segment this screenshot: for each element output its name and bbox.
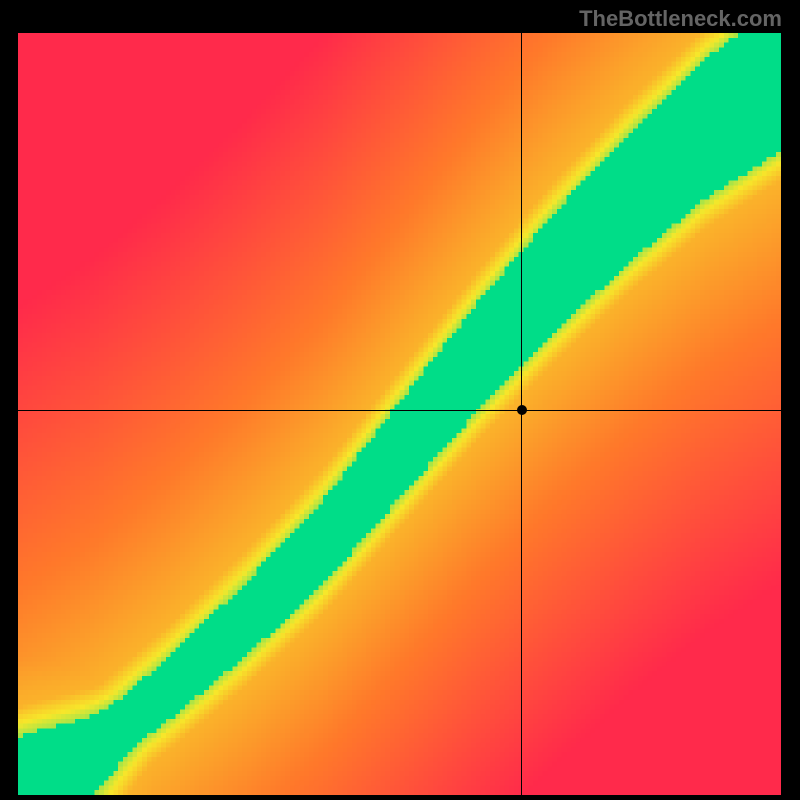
crosshair-horizontal bbox=[18, 410, 781, 411]
bottleneck-heatmap-frame bbox=[18, 33, 781, 795]
bottleneck-heatmap-canvas bbox=[18, 33, 781, 795]
selection-marker bbox=[517, 405, 527, 415]
watermark-text: TheBottleneck.com bbox=[579, 6, 782, 32]
